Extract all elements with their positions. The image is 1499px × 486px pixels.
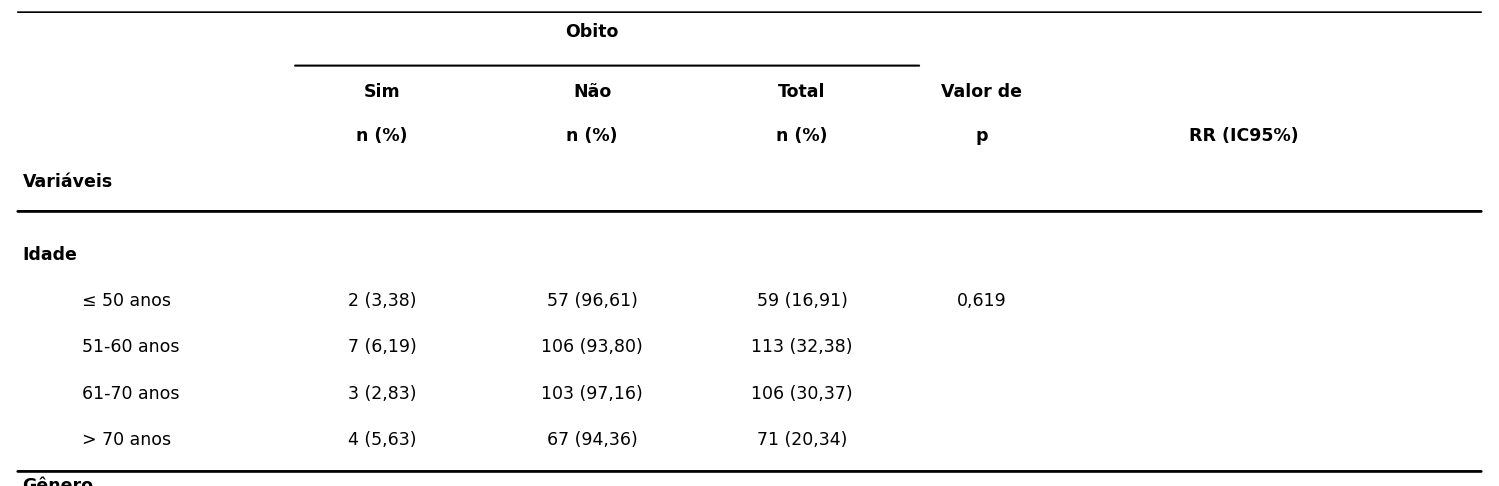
Text: 7 (6,19): 7 (6,19) (348, 338, 417, 357)
Text: Sim: Sim (364, 83, 400, 102)
Text: 113 (32,38): 113 (32,38) (751, 338, 853, 357)
Text: Valor de: Valor de (941, 83, 1022, 102)
Text: 59 (16,91): 59 (16,91) (757, 292, 847, 311)
Text: 4 (5,63): 4 (5,63) (348, 431, 417, 449)
Text: n (%): n (%) (776, 127, 827, 145)
Text: 71 (20,34): 71 (20,34) (757, 431, 847, 449)
Text: 106 (93,80): 106 (93,80) (541, 338, 643, 357)
Text: n (%): n (%) (567, 127, 618, 145)
Text: Não: Não (573, 83, 612, 102)
Text: Variáveis: Variáveis (22, 173, 112, 191)
Text: 103 (97,16): 103 (97,16) (541, 384, 643, 403)
Text: 51-60 anos: 51-60 anos (82, 338, 180, 357)
Text: Idade: Idade (22, 246, 78, 264)
Text: 57 (96,61): 57 (96,61) (547, 292, 637, 311)
Text: Obito: Obito (565, 22, 619, 41)
Text: 2 (3,38): 2 (3,38) (348, 292, 417, 311)
Text: > 70 anos: > 70 anos (82, 431, 171, 449)
Text: ≤ 50 anos: ≤ 50 anos (82, 292, 171, 311)
Text: n (%): n (%) (357, 127, 408, 145)
Text: 0,619: 0,619 (956, 292, 1007, 311)
Text: 61-70 anos: 61-70 anos (82, 384, 180, 403)
Text: Gênero: Gênero (22, 477, 93, 486)
Text: 67 (94,36): 67 (94,36) (547, 431, 637, 449)
Text: 3 (2,83): 3 (2,83) (348, 384, 417, 403)
Text: p: p (976, 127, 988, 145)
Text: RR (IC95%): RR (IC95%) (1189, 127, 1300, 145)
Text: Total: Total (778, 83, 826, 102)
Text: 106 (30,37): 106 (30,37) (751, 384, 853, 403)
